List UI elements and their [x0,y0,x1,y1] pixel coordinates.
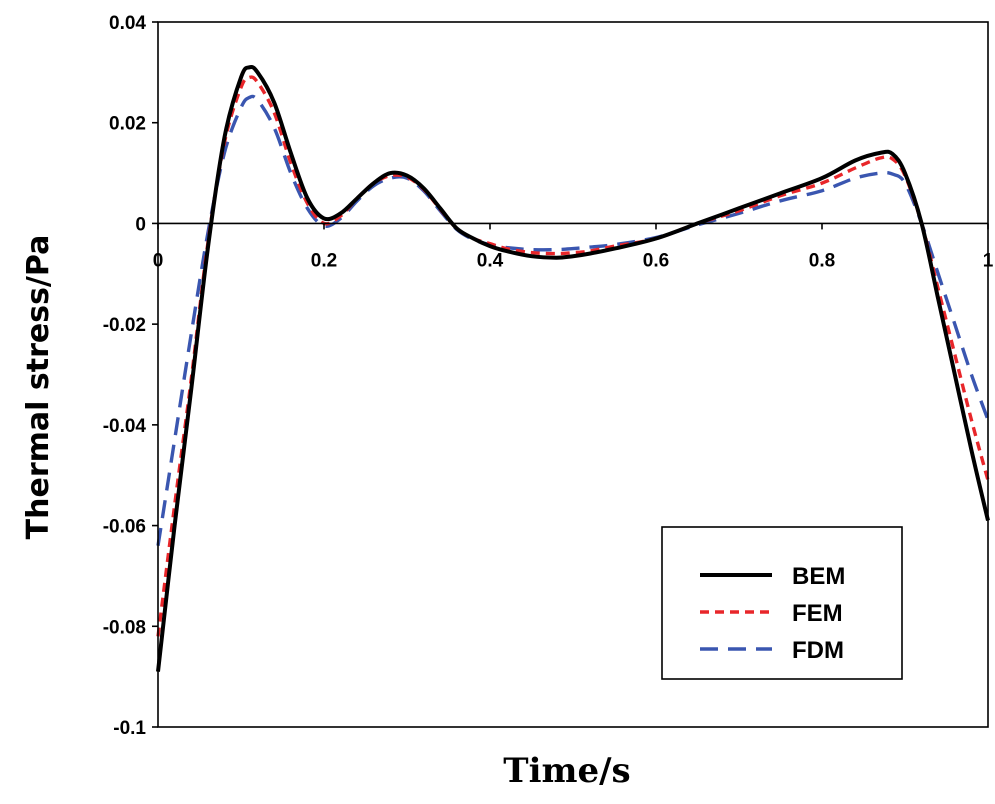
y-tick-label: 0 [135,214,146,235]
legend: BEM FEM FDM [661,526,903,680]
legend-items: BEM FEM FDM [700,563,845,664]
y-tick-label: -0.04 [103,416,147,437]
y-axis-ticks: 0.04 0.02 0 -0.02 -0.04 -0.06 -0.08 -0.1 [103,13,158,739]
plot-frame [157,21,989,728]
x-axis-label: Time/s [503,751,630,791]
legend-box [661,526,903,680]
x-tick-label: 0.4 [477,250,504,271]
series-line-bem [156,64,990,672]
y-tick-label: -0.02 [103,315,146,336]
x-tick-label: 0.6 [643,250,669,271]
series-layer [156,64,990,672]
legend-label-fem: FEM [792,600,843,627]
y-tick-label: 0.04 [109,13,146,34]
x-tick-label: 1 [983,250,994,271]
x-tick-label: 0.2 [311,250,337,271]
y-axis-label: Thermal stress/Pa [21,235,56,540]
x-tick-label: 0.8 [809,250,835,271]
y-tick-label: -0.08 [103,617,146,638]
y-tick-label: -0.1 [113,718,146,739]
x-axis-ticks: 0 0.2 0.4 0.6 0.8 1 [153,223,994,271]
series-line-fdm [156,94,990,546]
y-tick-label: 0.02 [109,114,146,135]
y-tick-label: -0.06 [103,517,146,538]
x-tick-label: 0 [153,250,164,271]
legend-label-fdm: FDM [792,637,844,664]
legend-label-bem: BEM [792,563,845,590]
